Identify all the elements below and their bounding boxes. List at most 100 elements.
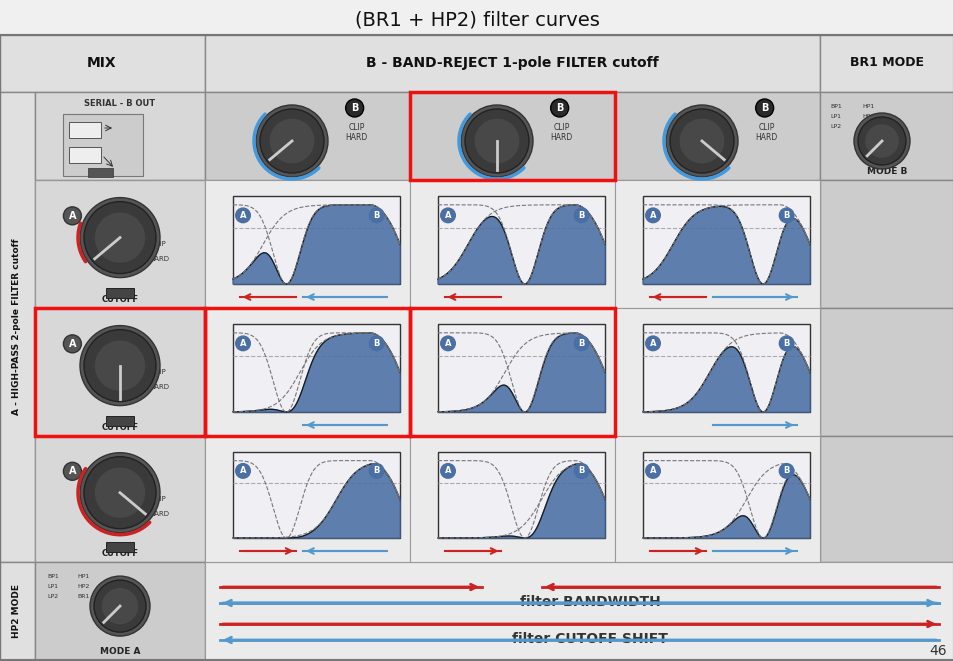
Circle shape [63,462,81,481]
Text: BR1: BR1 [862,124,874,128]
Text: BP1: BP1 [47,574,59,578]
Circle shape [644,208,660,223]
Text: BR1 MODE: BR1 MODE [849,56,923,69]
Text: BP1: BP1 [829,104,841,108]
Bar [410,180,615,308]
Circle shape [778,335,794,352]
Text: A: A [69,466,76,477]
Text: MODE A: MODE A [100,646,140,656]
Bar [205,92,410,180]
Circle shape [439,208,456,223]
Text: A: A [239,467,246,475]
Text: A: A [118,124,123,130]
Text: B: B [782,211,789,220]
Text: VCF A: VCF A [75,128,94,132]
Circle shape [778,463,794,479]
Bar [484,160,509,170]
Circle shape [80,198,160,278]
Text: HARD: HARD [149,384,169,391]
Circle shape [573,463,589,479]
Text: freq.: freq. [811,414,829,423]
Bar [35,436,205,562]
Text: freq.: freq. [401,540,419,549]
Text: LP1: LP1 [829,114,841,118]
Bar [35,308,205,436]
Bar [205,180,410,308]
Bar [35,180,205,308]
Circle shape [94,340,145,391]
Bar [437,196,604,284]
Circle shape [550,99,568,117]
Text: B: B [373,339,379,348]
Circle shape [644,463,660,479]
Bar [437,452,604,538]
Text: HARD: HARD [149,256,169,262]
Text: B: B [782,467,789,475]
Text: B: B [760,103,767,113]
Circle shape [464,109,529,173]
Text: CLIP: CLIP [152,369,167,375]
Circle shape [94,467,145,518]
Polygon shape [437,464,604,538]
Polygon shape [233,333,399,412]
Circle shape [368,335,384,352]
Text: HARD: HARD [550,134,572,143]
Text: B: B [782,339,789,348]
Text: A: A [69,211,76,221]
Circle shape [260,109,324,173]
Bar [233,324,399,412]
Bar [410,92,615,180]
Bar [106,416,133,426]
Circle shape [84,202,156,274]
Text: LP1: LP1 [47,584,58,588]
Text: B: B [351,103,358,113]
Polygon shape [437,205,604,284]
Text: B: B [373,211,379,220]
Bar [615,180,820,308]
Circle shape [102,588,138,624]
Text: A: A [69,339,76,349]
Text: B: B [556,103,563,113]
Polygon shape [700,81,953,581]
Text: B: B [118,167,123,173]
Text: HP2: HP2 [77,584,90,588]
Bar [615,92,820,180]
Text: (BR1 + HP2) filter curves: (BR1 + HP2) filter curves [355,11,598,30]
Circle shape [270,118,314,163]
Text: A: A [649,467,656,475]
Text: CLIP: CLIP [348,122,364,132]
Text: B: B [578,211,584,220]
Circle shape [669,109,733,173]
Text: out: out [217,198,230,207]
Text: CUTOFF: CUTOFF [274,167,310,176]
Text: CUTOFF: CUTOFF [682,167,720,176]
Bar [410,92,615,180]
Bar [106,542,133,552]
Bar [205,35,820,92]
Bar [820,35,953,92]
Bar [205,308,410,436]
Text: VCF B: VCF B [75,153,94,157]
Text: B: B [578,467,584,475]
Circle shape [80,453,160,533]
Bar [410,308,615,436]
Circle shape [94,580,146,632]
Text: HP1: HP1 [862,104,873,108]
Text: CLIP: CLIP [553,122,569,132]
Bar [106,288,133,298]
Circle shape [679,118,723,163]
Bar [642,452,809,538]
Polygon shape [233,464,399,538]
Text: out: out [422,454,435,463]
Text: LP2: LP2 [47,594,58,598]
Text: MIX: MIX [87,56,116,70]
Circle shape [345,99,363,117]
Text: BR1: BR1 [77,594,90,598]
Bar [437,324,604,412]
Circle shape [63,207,81,225]
Circle shape [255,105,328,177]
Circle shape [474,118,518,163]
Bar [820,92,953,180]
Text: 46: 46 [928,644,945,658]
Circle shape [234,463,251,479]
